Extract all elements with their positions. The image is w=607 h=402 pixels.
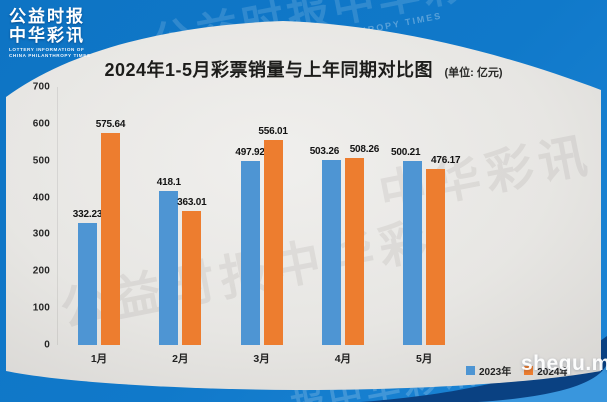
y-tick-label: 300	[32, 228, 50, 240]
bar-value-label: 556.01	[258, 126, 288, 138]
chart-panel	[6, 21, 601, 390]
legend-swatch	[524, 366, 534, 375]
logo-line-1: 公益时报	[9, 7, 85, 26]
month-label: 1月	[90, 353, 108, 365]
bar-value-label: 508.26	[349, 143, 380, 155]
bar-value-label: 503.26	[309, 145, 340, 157]
bar-2024年	[101, 132, 120, 345]
bar-value-label: 363.01	[177, 197, 207, 209]
bar-value-label: 418.1	[156, 176, 181, 188]
legend-label: 2023年	[479, 367, 512, 378]
legend-item-2023年: 2023年	[466, 363, 511, 378]
y-tick-label: 700	[32, 81, 50, 93]
legend-item-2024年: 2024年	[524, 363, 570, 378]
legend-swatch	[466, 366, 475, 375]
legend-label: 2024年	[537, 367, 570, 378]
chart-title-row: 2024年1-5月彩票销量与上年同期对比图 (单位: 亿元)	[20, 56, 587, 82]
bar-2024年	[263, 140, 283, 345]
navy-shadow-band	[360, 336, 607, 402]
bar-value-label: 332.23	[72, 208, 103, 220]
y-tick-label: 200	[32, 265, 50, 277]
bar-value-label: 497.92	[235, 147, 265, 159]
bar-2023年	[78, 222, 97, 345]
chart-legend: 2023年 2024年	[466, 363, 570, 378]
month-label: 4月	[334, 353, 352, 365]
bar-value-label: 500.21	[390, 146, 421, 158]
chart-unit-label: (单位: 亿元)	[444, 67, 503, 79]
bar-value-label: 476.17	[430, 155, 461, 167]
y-tick-label: 600	[32, 118, 50, 130]
month-label: 3月	[253, 353, 270, 365]
logo-line-2: 中华彩讯	[9, 26, 85, 46]
logo-subtitle: LOTTERY INFORMATION OF CHINA PHILANTHROP…	[9, 47, 91, 59]
month-label: 2月	[172, 353, 189, 365]
y-tick-label: 100	[32, 302, 50, 314]
bar-2023年	[159, 190, 179, 345]
y-tick-label: 500	[32, 155, 50, 167]
chart-title: 2024年1-5月彩票销量与上年同期对比图	[104, 60, 434, 80]
bar-2023年	[403, 160, 423, 345]
site-watermark: shequ.me	[521, 352, 607, 375]
month-label: 5月	[416, 353, 433, 365]
bar-2024年	[426, 169, 446, 345]
y-axis-line	[57, 87, 58, 345]
bar-2023年	[321, 159, 341, 345]
y-tick-label: 400	[32, 192, 50, 204]
bar-2023年	[240, 161, 260, 345]
y-tick-label: 0	[44, 339, 50, 351]
corner-light-band	[478, 364, 607, 402]
bar-value-label: 575.64	[95, 118, 126, 130]
publisher-logo: 公益时报 中华彩讯 LOTTERY INFORMATION OF CHINA P…	[9, 7, 91, 59]
bar-2024年	[344, 157, 364, 345]
bar-2024年	[182, 211, 202, 345]
